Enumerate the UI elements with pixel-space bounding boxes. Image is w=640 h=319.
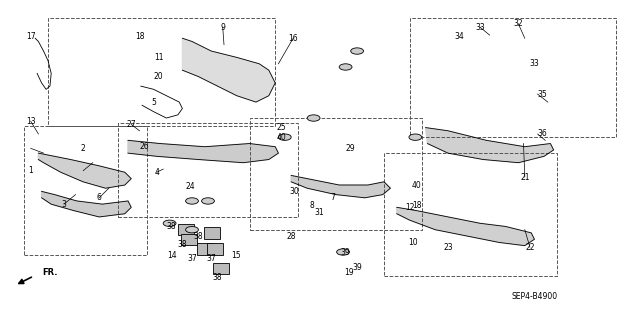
Circle shape: [202, 198, 214, 204]
Text: SEP4-B4900: SEP4-B4900: [511, 292, 557, 301]
Text: 34: 34: [454, 32, 465, 41]
Circle shape: [186, 198, 198, 204]
Text: 26: 26: [139, 142, 149, 151]
Text: 38: 38: [193, 232, 204, 241]
Circle shape: [186, 226, 198, 233]
Text: FR.: FR.: [42, 268, 58, 277]
Text: 39: 39: [340, 248, 351, 256]
Text: 27: 27: [126, 120, 136, 129]
Text: 39: 39: [352, 263, 362, 272]
Text: 37: 37: [187, 254, 197, 263]
Text: 37: 37: [206, 254, 216, 263]
Text: 35: 35: [538, 90, 548, 99]
Bar: [207, 243, 223, 255]
Text: 31: 31: [314, 208, 324, 217]
Circle shape: [409, 134, 422, 140]
Text: 10: 10: [408, 238, 418, 247]
Text: 5: 5: [151, 98, 156, 107]
Text: 18: 18: [135, 32, 144, 41]
Text: 18: 18: [412, 201, 421, 210]
Bar: [181, 234, 197, 245]
Text: 7: 7: [330, 193, 335, 202]
Polygon shape: [182, 38, 275, 102]
Text: 3: 3: [61, 200, 67, 209]
Circle shape: [351, 48, 364, 54]
Text: 38: 38: [166, 222, 177, 231]
Text: 9: 9: [220, 23, 225, 32]
Text: 4: 4: [154, 168, 159, 177]
Text: 33: 33: [529, 59, 540, 68]
Text: 22: 22: [525, 243, 534, 252]
Text: 23: 23: [443, 243, 453, 252]
Text: 29: 29: [346, 144, 356, 153]
Circle shape: [337, 249, 349, 255]
Text: 12: 12: [405, 203, 414, 212]
Polygon shape: [291, 175, 390, 198]
Circle shape: [278, 134, 291, 140]
Polygon shape: [128, 140, 278, 163]
Text: 33: 33: [475, 23, 485, 32]
Polygon shape: [42, 191, 131, 217]
Bar: [197, 243, 213, 255]
Text: 38: 38: [177, 240, 188, 249]
Bar: [204, 227, 220, 239]
Polygon shape: [426, 128, 554, 163]
Text: 21: 21: [520, 173, 529, 182]
Text: 11: 11: [154, 53, 163, 62]
Bar: [178, 224, 194, 235]
Bar: [213, 263, 229, 274]
Circle shape: [339, 64, 352, 70]
Text: 24: 24: [186, 182, 196, 191]
Text: 30: 30: [289, 187, 300, 196]
Text: 14: 14: [166, 251, 177, 260]
Text: 17: 17: [26, 32, 36, 41]
Text: 15: 15: [230, 251, 241, 260]
Text: 40: 40: [411, 181, 421, 189]
Text: 2: 2: [81, 144, 86, 153]
Text: 40: 40: [276, 133, 287, 142]
Text: 38: 38: [212, 273, 223, 282]
Circle shape: [307, 115, 320, 121]
Text: 8: 8: [309, 201, 314, 210]
Text: 1: 1: [28, 166, 33, 175]
Text: 16: 16: [288, 34, 298, 43]
Polygon shape: [38, 153, 131, 188]
Text: 19: 19: [344, 268, 354, 277]
Text: 25: 25: [276, 123, 287, 132]
Polygon shape: [397, 207, 534, 246]
Circle shape: [163, 220, 176, 226]
Text: 13: 13: [26, 117, 36, 126]
Text: 32: 32: [513, 19, 524, 28]
Text: 28: 28: [287, 232, 296, 241]
Text: 6: 6: [97, 193, 102, 202]
Text: 36: 36: [538, 130, 548, 138]
Text: 20: 20: [154, 72, 164, 81]
